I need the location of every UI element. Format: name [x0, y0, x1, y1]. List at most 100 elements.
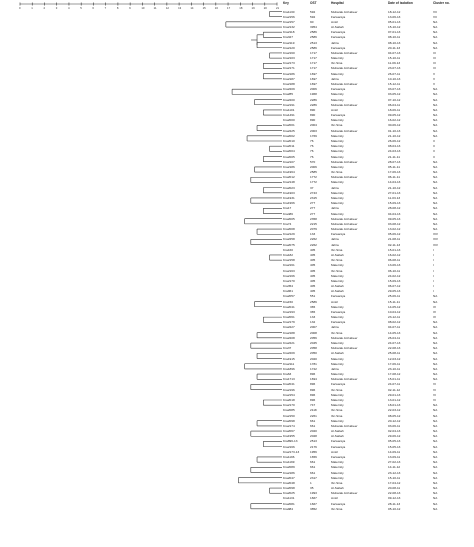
row-79-cluster: NA: [433, 413, 438, 418]
row-39-hospital: Jahra: [331, 206, 339, 211]
row-21-key: Kra1491: [283, 113, 295, 118]
row-65-date: 24-07-13: [388, 341, 401, 346]
row-29-date: 21-11-11: [388, 154, 400, 159]
row-12-hospital: Mubarak Al-Kabeer: [331, 66, 358, 71]
row-34-ost: 1772: [310, 180, 317, 185]
row-24-ost: 2003: [310, 128, 317, 133]
row-47-date: 15-01-13: [388, 247, 401, 252]
row-56-ost: 551: [310, 294, 316, 299]
row-84-date: 05-05-13: [388, 439, 401, 444]
row-63-hospital: Ibn Sina: [331, 330, 343, 335]
row-52-cluster: I: [433, 273, 434, 278]
row-84-hospital: Farwaniya: [331, 439, 346, 444]
row-42-date: 03-08-12: [388, 221, 401, 226]
row-27-hospital: Maternity: [331, 144, 344, 149]
row-79-date: 08-05-12: [388, 413, 401, 418]
row-54-date: 06-07-12: [388, 284, 401, 289]
row-21-cluster: NA: [433, 113, 438, 118]
row-63-cluster: NA: [433, 330, 438, 335]
row-56-hospital: Farwaniya: [331, 294, 346, 299]
row-66-date: 22-08-13: [388, 346, 401, 351]
row-24-hospital: Mubarak Al-Kabeer: [331, 128, 358, 133]
row-57-hospital: Amiri: [331, 299, 339, 304]
row-37-key: Kra1931: [283, 195, 295, 200]
row-91-date: 15-10-11: [388, 475, 401, 480]
row-45-hospital: Jahra: [331, 237, 339, 242]
row-61-cluster: NA: [433, 320, 438, 325]
row-82-ost: 2020: [310, 429, 317, 434]
row-10-cluster: III: [433, 56, 436, 61]
row-83-hospital: Al-Sabah: [331, 434, 344, 439]
row-62-date: 04-07-11: [388, 325, 401, 330]
row-54-key: Kra354: [283, 284, 293, 289]
row-16-cluster: NA: [433, 87, 438, 92]
row-35-hospital: Jahra: [331, 185, 339, 190]
scale-tick-label: 4: [68, 6, 70, 10]
row-6-ost: 2586: [310, 35, 317, 40]
row-21-date: 09-05-12: [388, 113, 401, 118]
row-11-cluster: III: [433, 61, 436, 66]
row-16-ost: 2006: [310, 87, 317, 92]
row-92-date: 17-04-12: [388, 480, 401, 485]
row-45-ost: 2262: [310, 237, 317, 242]
row-5-ost: 2586: [310, 30, 317, 35]
row-85-cluster: NA: [433, 444, 438, 449]
row-17-cluster: NA: [433, 92, 438, 97]
row-25-ost: 1769: [310, 133, 317, 138]
row-2-key: Kra2156: [283, 14, 295, 19]
row-12-ost: 1717: [310, 66, 317, 71]
row-18-hospital: Maternity: [331, 97, 344, 102]
scale-tick-label: 3: [56, 6, 58, 10]
row-87-hospital: Farwaniya: [331, 454, 346, 459]
row-73-key: Kra2041: [283, 382, 295, 387]
row-90-key: Kra2186: [283, 470, 295, 475]
row-27-cluster: II: [433, 144, 435, 149]
row-41-cluster: NA: [433, 216, 438, 221]
row-22-key: Kra2000: [283, 118, 295, 123]
row-24-key: Kra2225: [283, 128, 295, 133]
row-69-date: 17-06-11: [388, 361, 401, 366]
row-69-cluster: NA: [433, 361, 438, 366]
row-61-key: Kra2179: [283, 320, 295, 325]
row-23-hospital: Ibn Sina: [331, 123, 343, 128]
row-26-date: 26-06-12: [388, 139, 401, 143]
row-39-cluster: NA: [433, 206, 438, 211]
row-57-date: 15-11-11: [388, 299, 400, 304]
row-55-key: Kra961: [283, 289, 293, 294]
row-9-ost: 1717: [310, 50, 317, 55]
row-75-key: Kra2154: [283, 392, 295, 397]
row-80-key: Kra2098: [283, 418, 295, 423]
row-17-ost: 1968: [310, 92, 317, 97]
row-75-cluster: VI: [433, 392, 436, 397]
row-10-hospital: Maternity: [331, 56, 344, 61]
row-1-date: 18-12-12: [388, 9, 401, 14]
row-53-date: 15-09-13: [388, 278, 401, 283]
row-48-ost: 405: [310, 252, 316, 257]
column-header-date: Date of isolation: [388, 1, 413, 5]
row-23-cluster: NA: [433, 123, 438, 128]
row-31-date: 05-11-11: [388, 164, 400, 169]
row-82-date: 02-04-13: [388, 429, 401, 434]
row-6-date: 08-10-11: [388, 35, 401, 40]
row-9-key: Kra2160: [283, 50, 295, 55]
row-71-key: Kra63: [283, 372, 292, 377]
row-21-hospital: Farwaniya: [331, 113, 346, 118]
row-18-date: 07-10-12: [388, 97, 401, 102]
row-7-date: 08-10-13: [388, 40, 401, 45]
row-30-cluster: NA: [433, 159, 438, 164]
row-66-hospital: Mubarak Al-Kabeer: [331, 346, 358, 351]
row-78-ost: 2118: [310, 408, 317, 413]
row-79-ost: 2261: [310, 413, 317, 418]
row-86-date: 14-09-11: [388, 449, 401, 454]
row-73-hospital: Farwaniya: [331, 382, 346, 387]
scale-tick-label: 8: [117, 6, 119, 10]
row-47-ost: 405: [310, 247, 316, 252]
row-63-key: Kra2188: [283, 330, 295, 335]
row-77-hospital: Maternity: [331, 403, 344, 408]
row-59-ost: 365: [310, 309, 316, 314]
row-11-date: 11-09-13: [388, 61, 401, 66]
row-80-ost: 661: [310, 418, 316, 423]
row-35-date: 21-10-12: [388, 185, 401, 190]
row-89-date: 14-11-12: [388, 465, 401, 470]
row-51-date: 06-10-11: [388, 268, 401, 273]
